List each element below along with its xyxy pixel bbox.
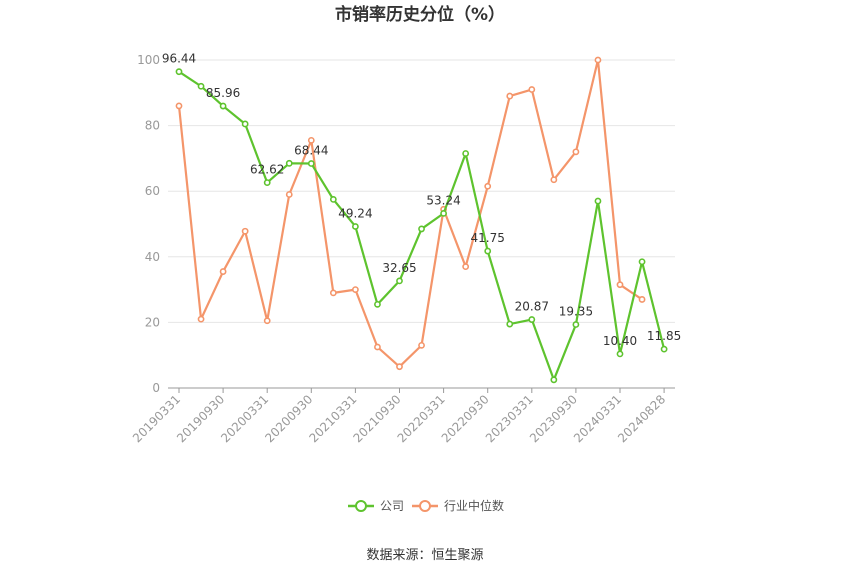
data-point[interactable]	[285, 159, 293, 167]
data-point[interactable]	[660, 345, 668, 353]
data-point[interactable]	[351, 223, 359, 230]
data-point[interactable]	[285, 191, 293, 198]
legend-swatch-marker	[355, 500, 367, 512]
data-point[interactable]	[418, 225, 425, 233]
y-tick-label: 80	[145, 119, 160, 133]
data-label: 68.44	[294, 144, 328, 158]
x-tick-label: 20240828	[615, 392, 668, 445]
data-label: 53.24	[426, 193, 460, 207]
data-point[interactable]	[175, 102, 183, 110]
data-point[interactable]	[197, 315, 205, 323]
data-point[interactable]	[329, 289, 337, 297]
data-point[interactable]	[638, 296, 646, 303]
data-point[interactable]	[440, 209, 447, 217]
data-point[interactable]	[616, 350, 624, 358]
data-label: 20.87	[515, 300, 549, 314]
data-point[interactable]	[528, 316, 536, 323]
legend[interactable]: 公司 行业中位数	[348, 498, 504, 513]
data-point[interactable]	[374, 300, 381, 308]
data-point[interactable]	[197, 82, 205, 90]
chart-title: 市销率历史分位（%）	[335, 4, 505, 25]
data-point[interactable]	[638, 258, 646, 266]
grid	[168, 59, 675, 323]
data-label: 49.24	[338, 206, 372, 220]
data-point[interactable]	[572, 148, 580, 156]
data-label: 10.40	[603, 334, 637, 348]
data-point[interactable]	[351, 286, 359, 293]
y-tick-label: 100	[137, 53, 160, 67]
legend-label-industry-median: 行业中位数	[444, 498, 504, 513]
legend-swatch-marker	[419, 500, 431, 512]
data-point[interactable]	[550, 376, 558, 384]
data-point[interactable]	[219, 268, 227, 275]
data-point[interactable]	[594, 197, 602, 205]
data-point[interactable]	[241, 227, 249, 235]
data-point[interactable]	[374, 343, 381, 351]
data-point[interactable]	[484, 182, 492, 190]
y-tick-label: 20	[145, 315, 160, 329]
data-point[interactable]	[506, 92, 514, 100]
data-point[interactable]	[263, 317, 271, 325]
series-industry-median	[175, 56, 646, 371]
source-note: 数据来源：恒生聚源	[366, 548, 483, 563]
series-layer	[175, 56, 668, 384]
data-label: 96.44	[162, 52, 196, 66]
data-point[interactable]	[572, 321, 580, 328]
y-axis: 0 20 40 60 80 100	[137, 53, 160, 395]
data-point[interactable]	[528, 86, 536, 93]
data-point[interactable]	[616, 281, 624, 289]
data-label: 32.65	[382, 261, 416, 275]
data-point[interactable]	[219, 102, 227, 110]
data-label: 62.62	[250, 163, 284, 177]
data-point[interactable]	[329, 195, 337, 203]
data-point[interactable]	[175, 68, 183, 76]
data-point[interactable]	[462, 263, 470, 271]
data-label: 85.96	[206, 86, 240, 100]
y-tick-label: 60	[145, 184, 160, 198]
data-point[interactable]	[396, 363, 403, 371]
data-label: 19.35	[559, 305, 593, 319]
data-point[interactable]	[241, 120, 249, 128]
data-point[interactable]	[396, 277, 403, 285]
series-line	[177, 58, 643, 368]
data-label: 11.85	[647, 329, 681, 343]
data-point[interactable]	[307, 136, 315, 144]
data-point[interactable]	[594, 56, 602, 64]
data-label: 41.75	[471, 231, 505, 245]
legend-item-industry-median[interactable]: 行业中位数	[412, 498, 504, 513]
legend-item-company[interactable]: 公司	[348, 499, 404, 513]
data-point[interactable]	[550, 176, 558, 184]
data-point[interactable]	[418, 341, 425, 349]
data-point[interactable]	[506, 320, 514, 328]
data-point[interactable]	[263, 179, 271, 187]
x-axis: 2019033120190930202003312020093020210331…	[130, 387, 675, 445]
data-point[interactable]	[484, 247, 492, 255]
y-tick-label: 0	[152, 381, 160, 395]
legend-label-company: 公司	[380, 499, 404, 513]
data-point[interactable]	[462, 150, 470, 157]
series-company	[175, 68, 668, 384]
data-labels: 96.44 85.96 62.62 68.44 49.24 32.65 53.24 41.75…	[162, 52, 681, 348]
data-point[interactable]	[307, 160, 315, 167]
y-tick-label: 40	[145, 250, 160, 264]
